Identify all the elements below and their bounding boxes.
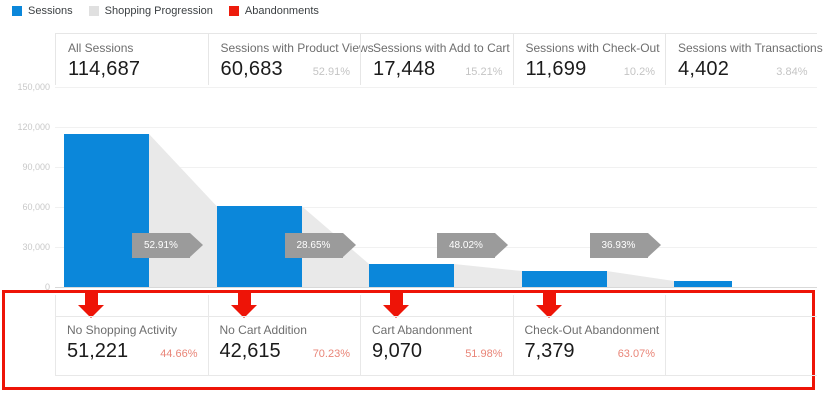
abandonment-arrow-icon: [535, 293, 563, 318]
y-axis-tick-label: 30,000: [22, 242, 50, 252]
header-divider: [55, 33, 817, 34]
funnel-step-header-check-out: Sessions with Check-Out 11,699 10.2%: [512, 33, 666, 85]
step-percent: 15.21%: [465, 66, 503, 78]
funnel-bar-4[interactable]: [674, 281, 732, 287]
abandonment-divider: [55, 295, 56, 375]
funnel-step-header-transactions: Sessions with Transactions 4,402 3.84%: [665, 33, 823, 85]
legend-label: Sessions: [28, 5, 73, 17]
legend-item-abandonments: Abandonments: [228, 5, 319, 17]
abandonment-label: Check-Out Abandonment: [524, 323, 660, 337]
abandonment-no-cart-addition: No Cart Addition 42,615 70.23%: [208, 323, 361, 373]
abandonment-check-out-abandonment: Check-Out Abandonment 7,379 63.07%: [513, 323, 666, 373]
abandonment-value: 51,221: [67, 340, 129, 362]
funnel-bar-2[interactable]: [369, 264, 454, 287]
y-axis-tick-label: 60,000: [22, 202, 50, 212]
gridline: [55, 287, 817, 288]
abandonment-percent: 51.98%: [465, 348, 503, 360]
funnel-step-header-add-to-cart: Sessions with Add to Cart 17,448 15.21%: [360, 33, 513, 85]
progression-chevron-2: 48.02%: [437, 233, 508, 258]
progression-chevron-1: 28.65%: [284, 233, 356, 258]
abandonment-box-top-rule: [55, 316, 817, 317]
step-value: 17,448: [373, 58, 436, 80]
abandonment-percent: 63.07%: [617, 348, 655, 360]
funnel-bar-0[interactable]: [64, 134, 149, 287]
step-value: 114,687: [68, 58, 141, 80]
progression-percent: 28.65%: [296, 240, 331, 251]
legend-label: Shopping Progression: [104, 5, 213, 17]
abandonment-label: Cart Abandonment: [372, 323, 473, 337]
abandonment-value: 42,615: [219, 340, 281, 362]
shopping-progression-swatch-icon: [88, 6, 99, 16]
step-label: Sessions with Transactions: [678, 41, 823, 55]
legend-label: Abandonments: [244, 5, 319, 17]
y-axis-tick-label: 90,000: [22, 162, 50, 172]
legend-item-sessions: Sessions: [12, 5, 73, 17]
abandonment-cart-abandonment: Cart Abandonment 9,070 51.98%: [360, 323, 513, 373]
step-percent: 52.91%: [312, 66, 350, 78]
abandonment-value: 7,379: [524, 340, 575, 362]
abandonment-divider: [665, 295, 666, 375]
abandonment-percent: 44.66%: [160, 348, 198, 360]
abandonment-percent: 70.23%: [312, 348, 350, 360]
gridline: [55, 87, 817, 88]
sessions-swatch-icon: [12, 6, 22, 16]
y-axis-tick-label: 0: [44, 282, 50, 292]
step-value: 4,402: [678, 58, 730, 80]
progression-percent: 48.02%: [449, 240, 483, 251]
step-value: 60,683: [220, 58, 283, 80]
abandonment-divider: [360, 295, 361, 375]
step-percent: 3.84%: [776, 66, 808, 78]
progression-percent: 36.93%: [601, 240, 636, 251]
abandonment-arrow-icon: [78, 293, 105, 318]
abandonment-value: 9,070: [372, 340, 423, 362]
abandonment-divider: [512, 295, 514, 375]
gridline: [55, 207, 817, 208]
abandonments-swatch-icon: [228, 6, 239, 16]
abandonments-highlight-frame: [2, 290, 815, 390]
legend-item-shopping-progression: Shopping Progression: [88, 5, 213, 17]
abandonment-arrow-icon: [383, 293, 410, 318]
y-axis-tick-label: 150,000: [17, 82, 50, 92]
abandonment-no-shopping-activity: No Shopping Activity 51,221 44.66%: [55, 323, 208, 373]
progression-chevron-0: 52.91%: [132, 233, 203, 258]
progression-percent: 52.91%: [144, 240, 178, 251]
gridline: [55, 167, 817, 168]
step-label: Sessions with Check-Out: [525, 41, 660, 55]
chart-legend: Sessions Shopping Progression Abandonmen…: [12, 5, 319, 17]
funnel-step-header-product-views: Sessions with Product Views 60,683 52.91…: [207, 33, 374, 85]
abandonment-label: No Cart Addition: [219, 323, 307, 337]
step-label: All Sessions: [68, 41, 134, 55]
gridline: [55, 247, 817, 248]
step-value: 11,699: [525, 58, 587, 80]
step-label: Sessions with Product Views: [220, 41, 374, 55]
gridline: [55, 127, 817, 128]
progression-chevron-3: 36.93%: [589, 233, 661, 258]
y-axis-tick-label: 120,000: [17, 122, 50, 132]
abandonment-divider: [207, 295, 209, 375]
abandonment-arrow-icon: [230, 293, 258, 318]
abandonment-label: No Shopping Activity: [67, 323, 178, 337]
abandonment-box-bottom-rule: [55, 375, 817, 376]
step-label: Sessions with Add to Cart: [373, 41, 510, 55]
funnel-bar-3[interactable]: [521, 271, 607, 287]
step-percent: 10.2%: [623, 66, 655, 78]
funnel-step-header-all-sessions: All Sessions 114,687: [55, 33, 208, 85]
